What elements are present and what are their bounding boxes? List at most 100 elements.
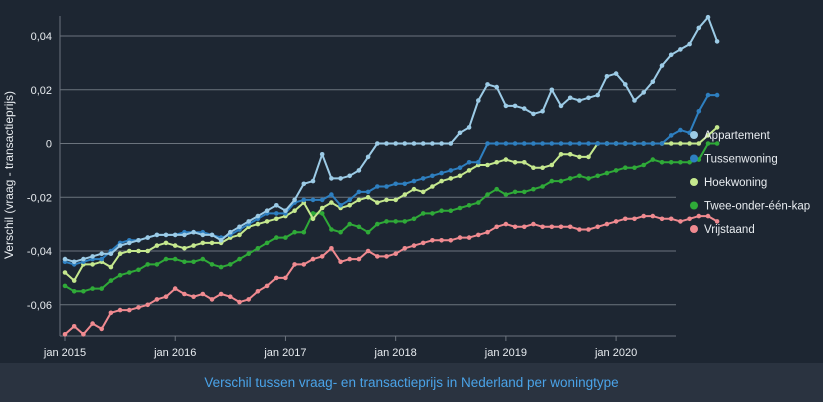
data-point — [586, 154, 591, 160]
data-point — [457, 173, 463, 179]
data-point — [678, 47, 683, 52]
data-point — [329, 200, 334, 205]
data-point — [457, 165, 463, 170]
y-tick-label: 0 — [46, 139, 52, 151]
legend-item: Hoekwoning — [690, 177, 767, 189]
legend-label: Hoekwoning — [704, 177, 767, 189]
data-point — [255, 213, 261, 219]
data-point — [595, 92, 600, 98]
series-2 — [62, 125, 720, 283]
data-point — [503, 141, 509, 146]
x-tick-label: jan 2020 — [594, 347, 637, 359]
data-point — [301, 229, 307, 235]
legend-marker — [690, 178, 698, 186]
data-point — [567, 224, 573, 230]
legend-marker — [690, 225, 698, 233]
data-point — [99, 326, 104, 332]
x-tick-label: jan 2017 — [263, 347, 306, 359]
data-point — [430, 184, 435, 189]
data-point — [466, 160, 472, 165]
data-point — [375, 184, 380, 189]
data-point — [549, 162, 555, 168]
data-point — [338, 203, 343, 208]
data-point — [301, 197, 307, 203]
data-point — [145, 235, 150, 240]
data-point — [319, 152, 325, 157]
data-point — [255, 289, 261, 294]
data-point — [641, 90, 646, 95]
x-tick-label: jan 2018 — [374, 347, 417, 359]
legend-marker — [690, 131, 698, 139]
x-tick-label: jan 2016 — [153, 347, 196, 359]
data-point — [540, 141, 545, 146]
data-point — [209, 232, 215, 238]
data-point — [439, 178, 444, 184]
data-point — [274, 216, 279, 222]
chart-area: 0,04 0,02 0 -0,02 -0,04 -0,06 jan 2015 jan 2016… — [2, 14, 811, 359]
data-point — [705, 14, 711, 20]
data-point — [365, 154, 371, 160]
data-point — [494, 84, 500, 90]
data-point — [613, 141, 619, 146]
data-point — [604, 141, 610, 146]
data-point — [540, 165, 545, 170]
data-point — [384, 197, 389, 203]
legend-marker — [690, 154, 698, 163]
data-point — [301, 181, 307, 187]
data-point — [494, 224, 500, 230]
data-point — [531, 165, 536, 170]
data-point — [705, 213, 711, 219]
series-line — [64, 142, 718, 293]
data-point — [402, 246, 408, 251]
data-point — [218, 291, 224, 297]
data-point — [577, 173, 582, 179]
data-point — [163, 256, 169, 262]
data-point — [228, 229, 233, 235]
data-point — [365, 248, 371, 254]
data-point — [687, 141, 692, 146]
data-point — [237, 256, 242, 262]
data-point — [485, 162, 490, 168]
data-point — [246, 297, 251, 302]
data-point — [237, 299, 242, 305]
data-point — [531, 111, 536, 117]
data-point — [99, 251, 104, 256]
data-point — [696, 213, 702, 219]
data-point — [476, 232, 481, 238]
data-point — [503, 192, 509, 197]
data-point — [356, 197, 362, 203]
data-point — [329, 227, 334, 232]
data-point — [200, 291, 206, 297]
data-point — [714, 92, 720, 98]
data-point — [356, 256, 362, 262]
data-point — [283, 208, 288, 213]
data-point — [466, 125, 472, 130]
data-point — [531, 141, 536, 146]
data-point — [512, 103, 518, 109]
data-point — [393, 197, 399, 203]
data-point — [182, 259, 187, 265]
series-line — [64, 94, 718, 266]
data-point — [319, 205, 325, 211]
data-point — [632, 141, 637, 146]
data-point — [696, 141, 702, 146]
data-point — [154, 262, 160, 267]
data-point — [292, 229, 297, 235]
data-point — [145, 302, 150, 308]
data-point — [522, 189, 527, 195]
data-point — [347, 197, 353, 203]
data-point — [668, 133, 674, 138]
data-point — [448, 168, 454, 173]
data-point — [411, 178, 417, 184]
data-point — [90, 321, 95, 326]
data-point — [430, 211, 435, 216]
data-point — [632, 98, 637, 103]
data-point — [136, 305, 141, 310]
data-point — [632, 165, 637, 170]
data-point — [613, 168, 619, 173]
data-point — [163, 294, 169, 300]
data-point — [117, 307, 123, 313]
data-point — [668, 141, 674, 146]
data-point — [586, 176, 591, 181]
data-point — [476, 98, 481, 103]
